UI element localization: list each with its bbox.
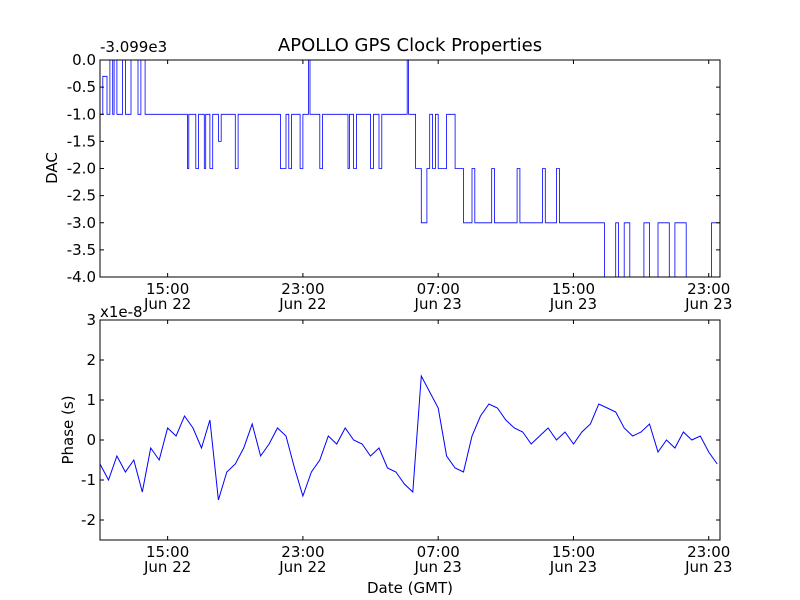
phase-y-ticks: -2 -1 0 1 2 3 [81, 311, 720, 529]
dac-y-ticks: 0.0 -0.5 -1.0 -1.5 -2.0 -2.5 -3.0 -3.5 -4.0 [67, 51, 720, 286]
phase-x-tick-time-label: 15:00 [552, 543, 595, 561]
phase-x-tick-date-label: Jun 22 [143, 558, 191, 576]
dac-y-tick-label: -0.5 [67, 78, 96, 96]
phase-series-layer [99, 374, 718, 501]
dac-y-tick-label: 0.0 [72, 51, 96, 69]
phase-y-axis-label: Phase (s) [59, 395, 77, 464]
phase-x-tick-time-label: 15:00 [146, 543, 189, 561]
phase-y-tick-label: 1 [86, 391, 96, 409]
phase-x-tick-date-label: Jun 23 [414, 558, 462, 576]
phase-y-tick-label: 3 [86, 311, 96, 329]
dac-series-layer [100, 59, 721, 278]
dac-panel: 0.0 -0.5 -1.0 -1.5 -2.0 -2.5 -3.0 -3.5 -4.0 15:0… [43, 38, 732, 313]
phase-x-tick-time-label: 07:00 [417, 543, 460, 561]
dac-x-tick-date-label: Jun 23 [684, 295, 732, 313]
figure-title: APOLLO GPS Clock Properties [278, 35, 542, 56]
dac-x-tick-time-label: 15:00 [552, 280, 595, 298]
dac-y-tick-label: -3.0 [67, 214, 96, 232]
dac-y-tick-label: -2.0 [67, 160, 96, 178]
phase-x-tick-date-label: Jun 23 [549, 558, 597, 576]
dac-y-axis-label: DAC [43, 152, 61, 184]
phase-x-tick-time-label: 23:00 [687, 543, 730, 561]
phase-y-tick-label: 0 [86, 431, 96, 449]
dac-y-tick-label: -2.5 [67, 187, 96, 205]
dac-x-tick-date-label: Jun 23 [414, 295, 462, 313]
phase-plot-area [100, 320, 720, 540]
dac-x-tick-time-label: 23:00 [281, 280, 324, 298]
dac-y-tick-label: -4.0 [67, 268, 96, 286]
dac-plot-area [100, 60, 720, 277]
dac-series-line [100, 59, 721, 278]
dac-x-tick-time-label: 15:00 [146, 280, 189, 298]
phase-x-tick-date-label: Jun 22 [278, 558, 326, 576]
dac-y-tick-label: -1.5 [67, 132, 96, 150]
dac-x-tick-time-label: 23:00 [687, 280, 730, 298]
phase-frame [99, 319, 721, 541]
phase-x-tick-time-label: 23:00 [281, 543, 324, 561]
phase-x-tick-date-label: Jun 23 [684, 558, 732, 576]
dac-y-tick-label: -1.0 [67, 105, 96, 123]
dac-x-tick-date-label: Jun 22 [278, 295, 326, 313]
phase-offset-label: x1e-8 [100, 303, 143, 321]
x-axis-label: Date (GMT) [367, 579, 453, 597]
phase-series-line [99, 374, 718, 501]
phase-y-tick-label: 2 [86, 351, 96, 369]
phase-y-tick-label: -1 [81, 471, 96, 489]
dac-offset-label: -3.099e3 [100, 38, 167, 56]
dac-x-tick-time-label: 07:00 [417, 280, 460, 298]
dac-y-tick-label: -3.5 [67, 241, 96, 259]
dac-x-tick-date-label: Jun 22 [143, 295, 191, 313]
phase-y-tick-label: -2 [81, 511, 96, 529]
dac-x-tick-date-label: Jun 23 [549, 295, 597, 313]
